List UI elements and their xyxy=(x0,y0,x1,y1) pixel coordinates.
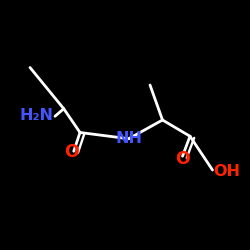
Text: OH: OH xyxy=(214,164,241,179)
Text: O: O xyxy=(64,143,78,161)
Text: O: O xyxy=(175,150,190,168)
Text: NH: NH xyxy=(115,131,142,146)
Text: H₂N: H₂N xyxy=(20,108,54,122)
